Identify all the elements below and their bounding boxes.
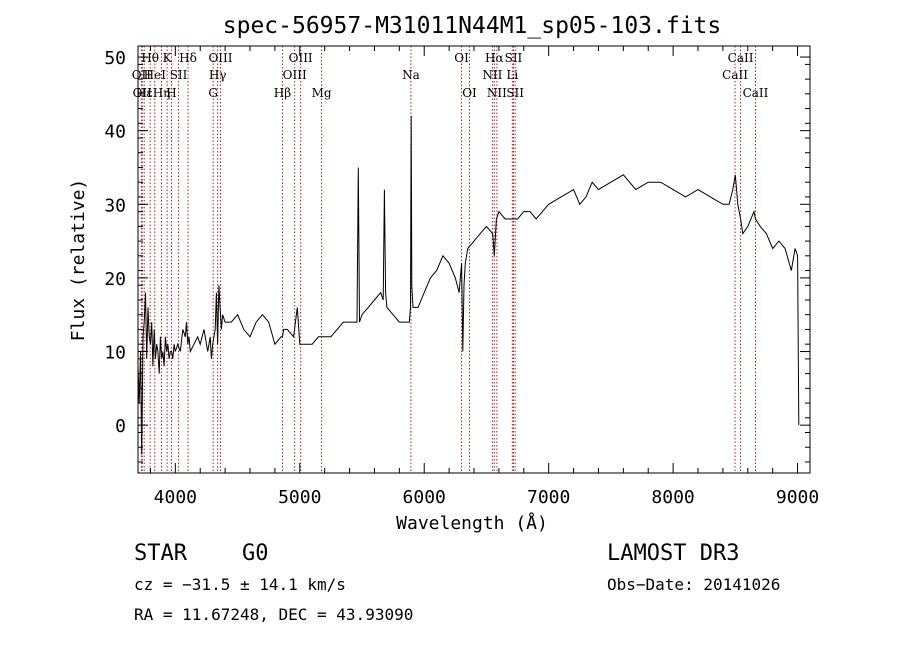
line-label-20: NII [482,68,502,82]
x-tick-label-2: 6000 [403,487,446,508]
coordinates: RA = 11.67248, DEC = 43.93090 [134,605,414,624]
spectral-line-labels: OIIOIIHεHθHeIHηKHSIIHδGHγOIIIHβOIIIOIIIM… [132,51,769,100]
line-label-6: K [163,51,173,65]
y-axis-ticks: 0 10 20 30 40 50 [104,48,810,463]
line-label-8: SII [170,68,188,82]
x-tick-label-4: 8000 [651,487,694,508]
x-tick-label-1: 5000 [278,487,321,508]
x-tick-label-0: 4000 [154,487,197,508]
x-axis-ticks: 4000 5000 6000 7000 8000 9000 [149,46,819,508]
line-label-16: Mg [312,86,332,100]
line-label-11: Hγ [209,68,227,82]
line-label-19: OI [462,86,477,100]
line-label-18: OI [454,51,469,65]
y-tick-label-1: 10 [104,343,126,364]
line-label-1: OII [133,86,153,100]
line-label-22: NII [487,86,507,100]
y-tick-label-4: 40 [104,122,126,143]
line-label-2: Hε [136,86,153,100]
line-label-3: Hθ [141,51,159,65]
line-label-17: Na [402,68,420,82]
line-label-21: Hα [485,51,504,65]
y-tick-label-0: 0 [115,416,126,437]
line-label-23: Li [506,68,518,82]
line-label-5: Hη [153,86,171,100]
y-tick-label-3: 30 [104,195,126,216]
line-label-7: H [166,86,176,100]
line-label-24: SII [505,51,523,65]
spectrum-series-line [137,115,800,455]
line-label-15: OIII [289,51,313,65]
observation-date: Obs−Date: 20141026 [607,575,781,594]
line-label-27: CaII [728,51,754,65]
line-label-25: SII [506,86,524,100]
y-tick-label-2: 20 [104,269,126,290]
spectral-subclass: G0 [242,541,269,566]
y-tick-label-5: 50 [104,48,126,69]
line-label-9: Hδ [179,51,197,65]
object-class: STAR [134,541,187,566]
x-tick-label-5: 9000 [776,487,819,508]
line-label-28: CaII [743,86,769,100]
radial-velocity: cz = −31.5 ± 14.1 km/s [134,575,346,594]
survey-name: LAMOST DR3 [607,541,740,566]
line-label-26: CaII [722,68,748,82]
line-label-14: OIII [283,68,307,82]
plot-frame [137,45,811,474]
line-label-10: G [208,86,218,100]
line-label-13: Hβ [274,86,291,100]
y-axis-label: Flux (relative) [68,179,89,342]
x-tick-label-3: 7000 [527,487,570,508]
line-label-4: HeI [144,68,167,82]
chart-title: spec-56957-M31011N44M1_sp05-103.fits [223,13,722,39]
spectral-line-markers [140,46,756,473]
line-label-12: OIII [208,51,232,65]
line-label-0: OII [132,68,152,82]
x-axis-label: Wavelength (Å) [396,512,548,534]
